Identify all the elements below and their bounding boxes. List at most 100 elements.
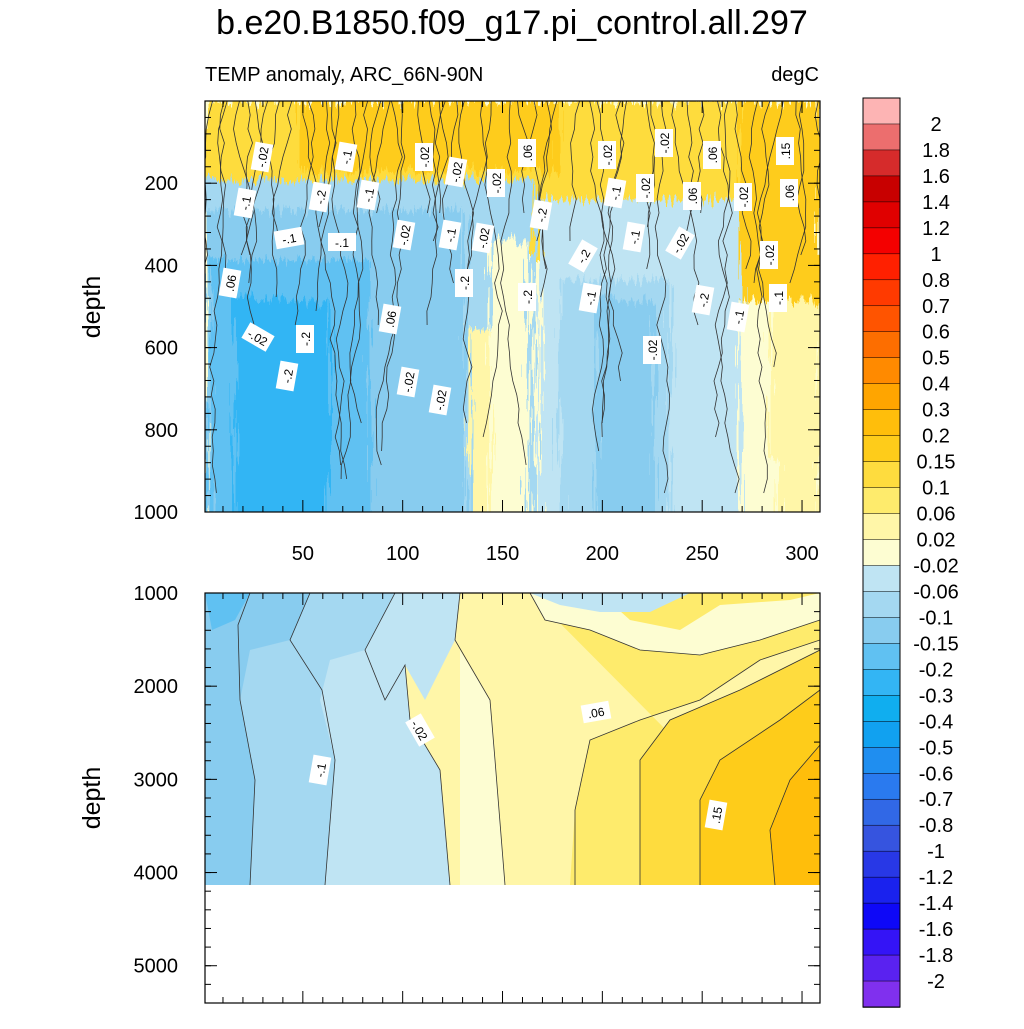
contour-line [434, 101, 442, 214]
contour-line [454, 593, 506, 885]
contour-label: -.02 [636, 174, 654, 202]
contour-line [769, 744, 820, 885]
contour-label: .06 [580, 700, 612, 724]
colorbar-swatch [862, 435, 901, 463]
svg-text:-.02: -.02 [763, 244, 777, 265]
colorbar-label: -0.4 [919, 711, 953, 733]
colorbar-label: -1 [927, 841, 945, 863]
svg-text:-.2: -.2 [313, 189, 329, 206]
contour-line [301, 101, 348, 480]
contour-label: -.2 [275, 360, 299, 392]
contour-line [756, 101, 784, 368]
colorbar-swatch [862, 954, 901, 982]
contour-label: -.1 [769, 284, 787, 312]
colorbar-label: 1.4 [922, 192, 950, 214]
svg-text:-.02: -.02 [400, 370, 417, 393]
contour-line [294, 101, 316, 326]
upper-y-axis-label: depth [78, 276, 106, 339]
contour-line [331, 101, 349, 466]
upper-panel-frame [204, 100, 821, 513]
svg-text:-.2: -.2 [458, 276, 472, 290]
svg-text:-.1: -.1 [281, 231, 298, 247]
colorbar-label: 0.8 [922, 270, 950, 292]
contour-label: -.02 [428, 384, 452, 416]
contour-label: -.2 [529, 199, 553, 231]
contour-line [500, 101, 527, 466]
contour-line [639, 649, 820, 885]
contour-line [683, 101, 696, 242]
x-tick-label: 300 [785, 543, 818, 565]
svg-text:-.02: -.02 [737, 186, 751, 207]
contour-line [233, 101, 258, 284]
contour-label: -.2 [568, 239, 598, 273]
colorbar-label: -0.1 [919, 607, 953, 629]
contour-line [269, 101, 281, 242]
svg-text:-.1: -.1 [583, 290, 599, 307]
contour-line [381, 101, 406, 452]
lower-panel-field [205, 593, 820, 885]
colorbar-label: 0.06 [917, 504, 956, 526]
colorbar-swatch [862, 902, 901, 930]
y-tick-label: 800 [145, 420, 178, 442]
colorbar-swatch [862, 928, 901, 956]
colorbar-swatch [862, 669, 901, 697]
contour-label: -.02 [734, 183, 752, 211]
contour-line [699, 689, 820, 885]
contour-label: -.02 [655, 129, 673, 157]
svg-text:-.02: -.02 [658, 132, 672, 153]
svg-text:.15: .15 [779, 142, 793, 159]
colorbar-label: -0.15 [913, 633, 959, 655]
contour-line [748, 101, 768, 494]
svg-text:-.1: -.1 [772, 291, 786, 305]
contour-line [538, 101, 553, 270]
y-tick-label: 200 [145, 173, 178, 195]
colorbar-swatch [862, 357, 901, 385]
colorbar-label: -0.2 [919, 659, 953, 681]
contour-line [714, 101, 740, 494]
colorbar-label: 2 [930, 114, 941, 136]
x-tick-label: 250 [686, 543, 719, 565]
contour-line [646, 101, 661, 270]
svg-text:-.02: -.02 [601, 144, 615, 165]
colorbar-label: 0.3 [922, 400, 950, 422]
contour-line [601, 101, 625, 438]
contour-line [814, 101, 820, 201]
contour-line [375, 101, 403, 466]
contour-line [607, 101, 630, 382]
contour-line [217, 101, 228, 284]
colorbar-swatch [862, 383, 901, 411]
colorbar-swatch [862, 487, 901, 515]
colorbar-label: 1.2 [922, 218, 950, 240]
lower-y-axis-label: depth [78, 767, 106, 830]
chart-units: degC [771, 64, 819, 86]
y-tick-label: 1000 [134, 502, 179, 524]
y-tick-label: 600 [145, 338, 178, 360]
contour-label: -.1 [273, 226, 305, 250]
colorbar-swatch [862, 721, 901, 749]
svg-text:-.02: -.02 [448, 160, 465, 183]
colorbar-label: 1 [930, 244, 941, 266]
colorbar-label: -1.6 [919, 919, 953, 941]
colorbar-swatch [862, 695, 901, 723]
colorbar-label: -0.8 [919, 815, 953, 837]
contour-label: -.02 [392, 219, 416, 251]
contour-label: .06 [703, 141, 721, 169]
colorbar-label: 0.02 [917, 530, 956, 552]
contour-label: .06 [780, 179, 798, 207]
contour-line [369, 101, 382, 214]
contour-label: -.2 [308, 181, 332, 213]
colorbar-swatch [862, 798, 901, 826]
colorbar-label: -2 [927, 971, 945, 993]
contour-label: -.02 [643, 336, 661, 364]
colorbar-swatch [862, 539, 901, 567]
contour-line [240, 101, 269, 256]
colorbar-label: 1.8 [922, 140, 950, 162]
colorbar-swatch [862, 824, 901, 852]
colorbar-label: -1.4 [919, 893, 953, 915]
svg-text:-.1: -.1 [361, 187, 377, 204]
colorbar-swatch [862, 305, 901, 333]
colorbar-swatch [862, 409, 901, 437]
colorbar-swatch [862, 747, 901, 775]
colorbar-swatch [862, 123, 901, 151]
